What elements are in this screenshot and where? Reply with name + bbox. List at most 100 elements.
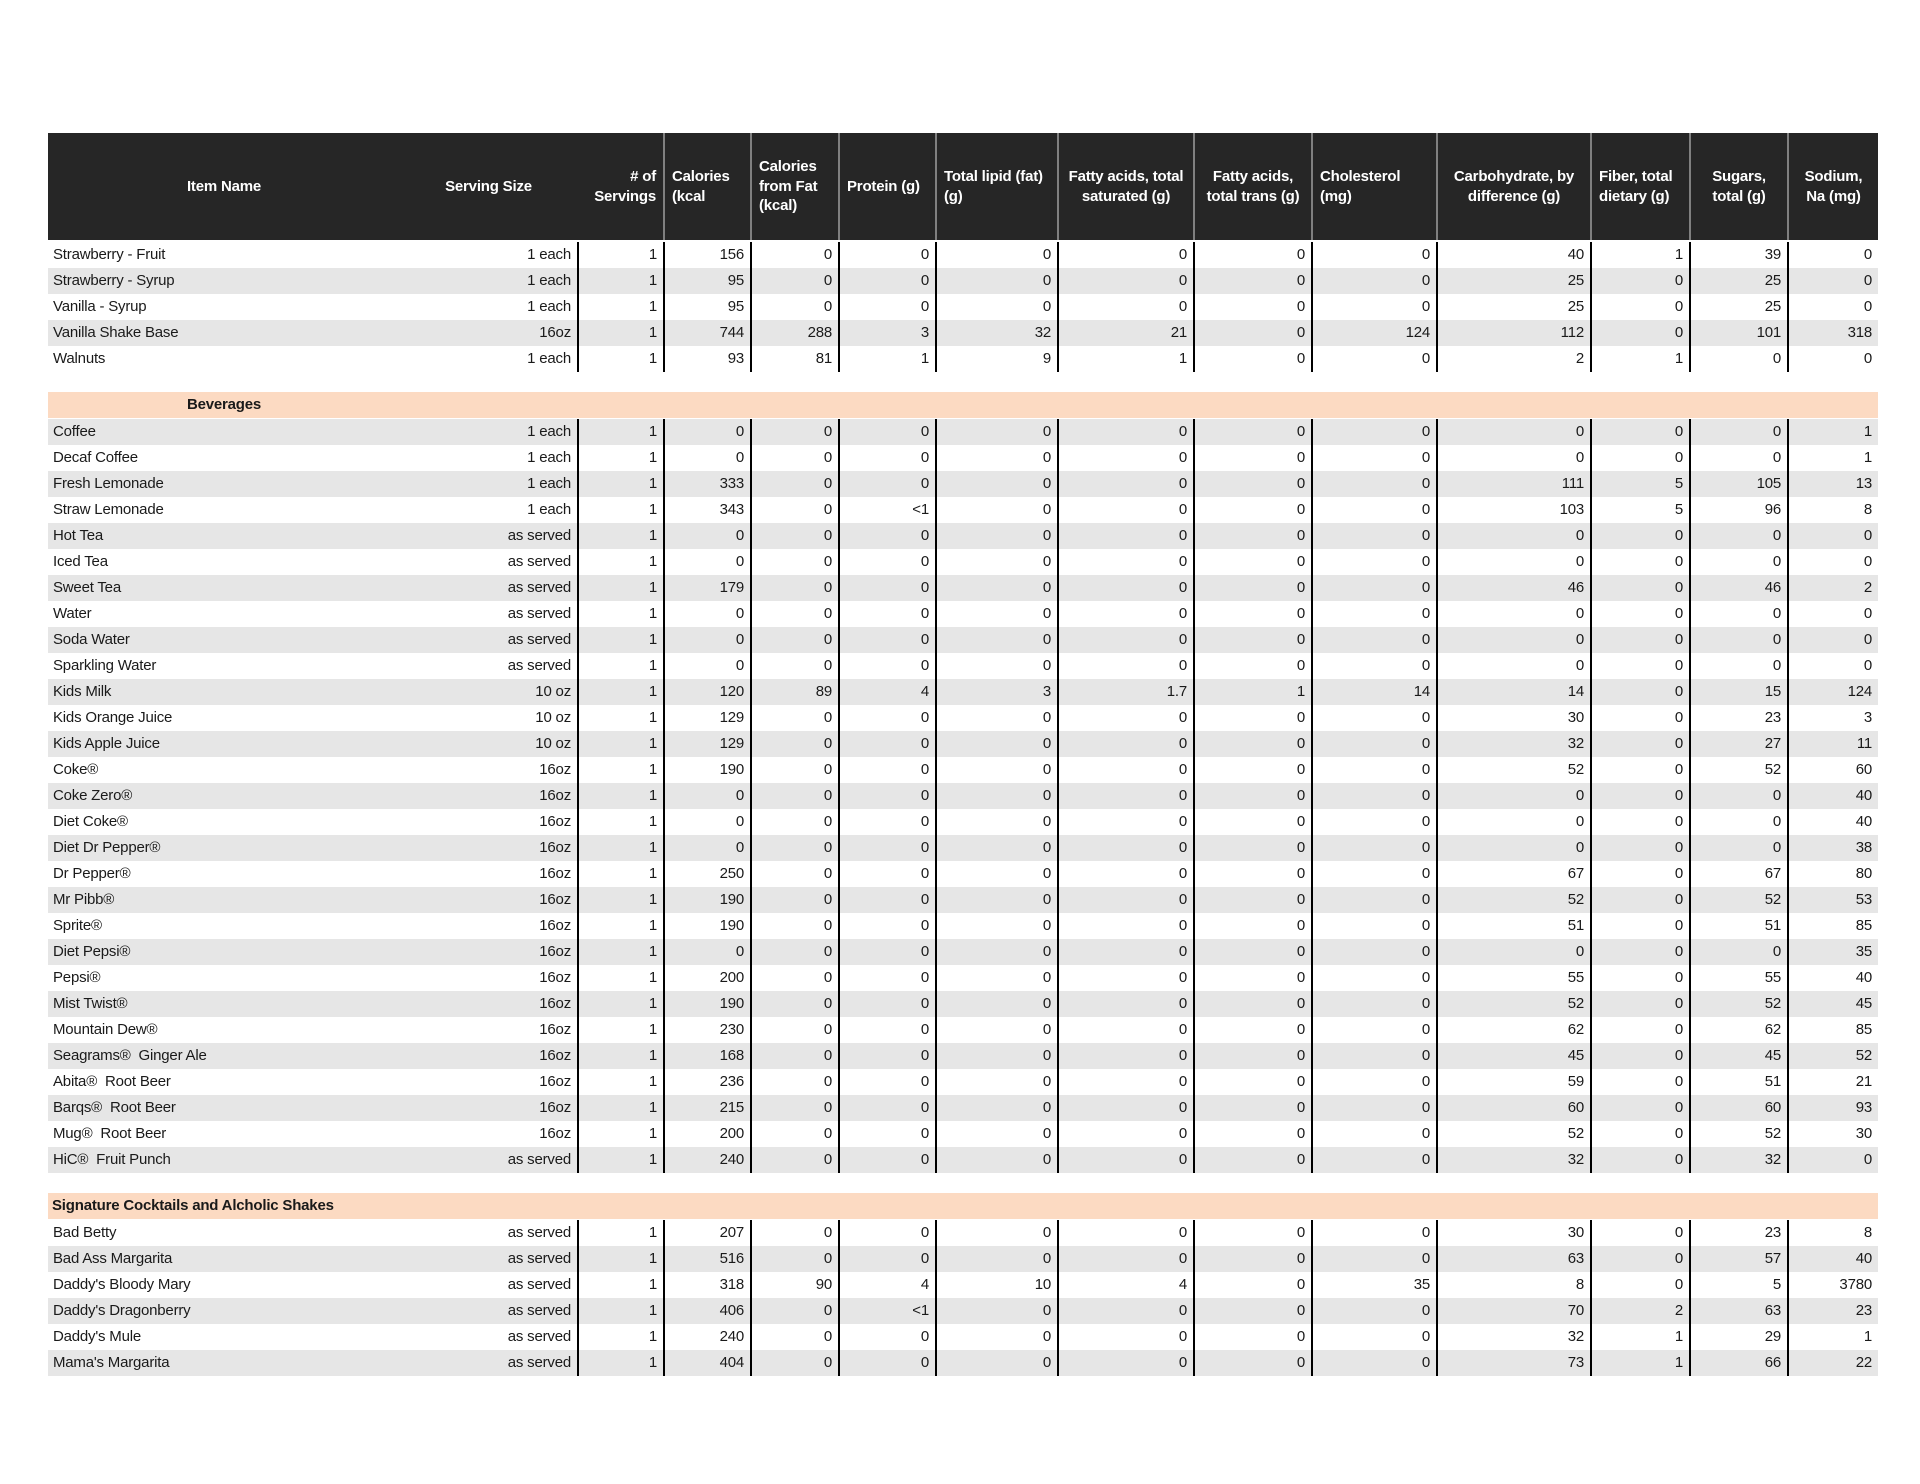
value-cell: 52 [1689,1121,1787,1147]
value-cell: 0 [1590,294,1689,320]
table-row: Iced Tea as served 1 0 0 0 0 0 0 0 0 0 0 0 [48,549,1878,575]
value-cell: 0 [838,861,935,887]
value-cell: 0 [838,1324,935,1350]
value-cell: 1 [577,991,663,1017]
value-cell: 0 [1590,835,1689,861]
value-cell: 0 [1193,294,1311,320]
item-name-cell: Coffee [53,423,96,440]
value-cell: 0 [750,835,838,861]
value-cell: 0 [1689,939,1787,965]
table-row: Walnuts 1 each 1 93 81 1 9 1 0 0 2 1 0 0 [48,346,1878,372]
value-cell: 101 [1689,320,1787,346]
value-cell: 0 [1193,809,1311,835]
value-cell: 62 [1689,1017,1787,1043]
value-cell: 0 [663,549,750,575]
value-cell: 0 [750,1324,838,1350]
value-cell: 0 [1193,653,1311,679]
value-cell: 0 [935,991,1057,1017]
value-cell: 4 [838,1272,935,1298]
value-cell: 0 [1436,445,1590,471]
value-cell: 0 [1057,783,1193,809]
value-cell: 0 [750,242,838,268]
value-cell: 29 [1689,1324,1787,1350]
value-cell: 0 [935,1121,1057,1147]
item-name-cell: Mama's Margarita [53,1354,170,1371]
value-cell: 0 [1590,419,1689,445]
value-cell: 52 [1436,757,1590,783]
value-cell: 0 [1590,965,1689,991]
value-cell: 0 [1057,1147,1193,1173]
table-row: Daddy's Mule as served 1 240 0 0 0 0 0 0 32 1 29 1 [48,1324,1878,1350]
value-cell: 0 [1311,1350,1436,1376]
value-cell: 0 [1590,575,1689,601]
value-cell: 0 [935,419,1057,445]
value-cell: 0 [1057,835,1193,861]
value-cell: 0 [935,835,1057,861]
value-cell: 406 [663,1298,750,1324]
value-cell: 46 [1436,575,1590,601]
value-cell: 45 [1689,1043,1787,1069]
value-cell: 0 [1057,757,1193,783]
value-cell: 16oz [539,787,571,804]
value-cell: 0 [1311,705,1436,731]
value-cell: 0 [1590,601,1689,627]
value-cell: 96 [1689,497,1787,523]
value-cell: 0 [750,731,838,757]
value-cell: 0 [750,294,838,320]
value-cell: 0 [1311,965,1436,991]
value-cell: 0 [935,1350,1057,1376]
column-header: Fiber, total dietary (g) [1590,133,1689,240]
value-cell: 16oz [539,865,571,882]
item-name-cell: Diet Coke® [53,813,128,830]
value-cell: 0 [1193,731,1311,757]
value-cell: 0 [1436,835,1590,861]
item-name-cell: Iced Tea [53,553,108,570]
value-cell: 0 [838,1147,935,1173]
table-row: Daddy's Dragonberry as served 1 406 0 <1 0 0 0 0 7… [48,1298,1878,1324]
value-cell: 0 [1193,1043,1311,1069]
value-cell: 1 [838,346,935,372]
value-cell: 0 [750,419,838,445]
value-cell: 240 [663,1147,750,1173]
column-header-label: Sugars, total (g) [1712,168,1766,205]
table-row: Bad Ass Margarita as served 1 516 0 0 0 0 0 0 63 0 5… [48,1246,1878,1272]
value-cell: 0 [1590,268,1689,294]
section-header: Signature Cocktails and Alcholic Shakes [48,1193,1878,1219]
value-cell: 124 [1787,679,1878,705]
value-cell: 52 [1787,1043,1878,1069]
value-cell: 0 [1590,939,1689,965]
value-cell: as served [507,605,571,622]
value-cell: 207 [663,1220,750,1246]
column-header-label: Item Name [186,177,262,195]
column-header-label: Carbohydrate, by difference (g) [1453,168,1575,205]
value-cell: 14 [1311,679,1436,705]
value-cell: 0 [750,1069,838,1095]
value-cell: 40 [1787,1246,1878,1272]
value-cell: 1.7 [1057,679,1193,705]
value-cell: 0 [935,965,1057,991]
value-cell: 45 [1436,1043,1590,1069]
value-cell: 288 [750,320,838,346]
value-cell: 0 [1590,1043,1689,1069]
value-cell: 10 oz [535,683,571,700]
table-row: Coke® 16oz 1 190 0 0 0 0 0 0 52 0 52 60 [48,757,1878,783]
value-cell: 0 [935,1324,1057,1350]
value-cell: 0 [1193,242,1311,268]
value-cell: 0 [750,1095,838,1121]
value-cell: 21 [1057,320,1193,346]
value-cell: 0 [935,809,1057,835]
value-cell: 129 [663,731,750,757]
value-cell: 1 [577,627,663,653]
value-cell: 0 [935,627,1057,653]
value-cell: 0 [1057,887,1193,913]
value-cell: 1 [577,861,663,887]
value-cell: 16oz [539,324,571,341]
value-cell: 67 [1689,861,1787,887]
section-gap [48,372,1878,392]
value-cell: 60 [1787,757,1878,783]
value-cell: 1 [1590,1350,1689,1376]
table-body: Strawberry - Fruit 1 each 1 156 0 0 0 0 0 0 40 1 39 0… [48,242,1878,1376]
value-cell: 1 [577,523,663,549]
value-cell: 0 [1311,419,1436,445]
value-cell: 0 [750,627,838,653]
